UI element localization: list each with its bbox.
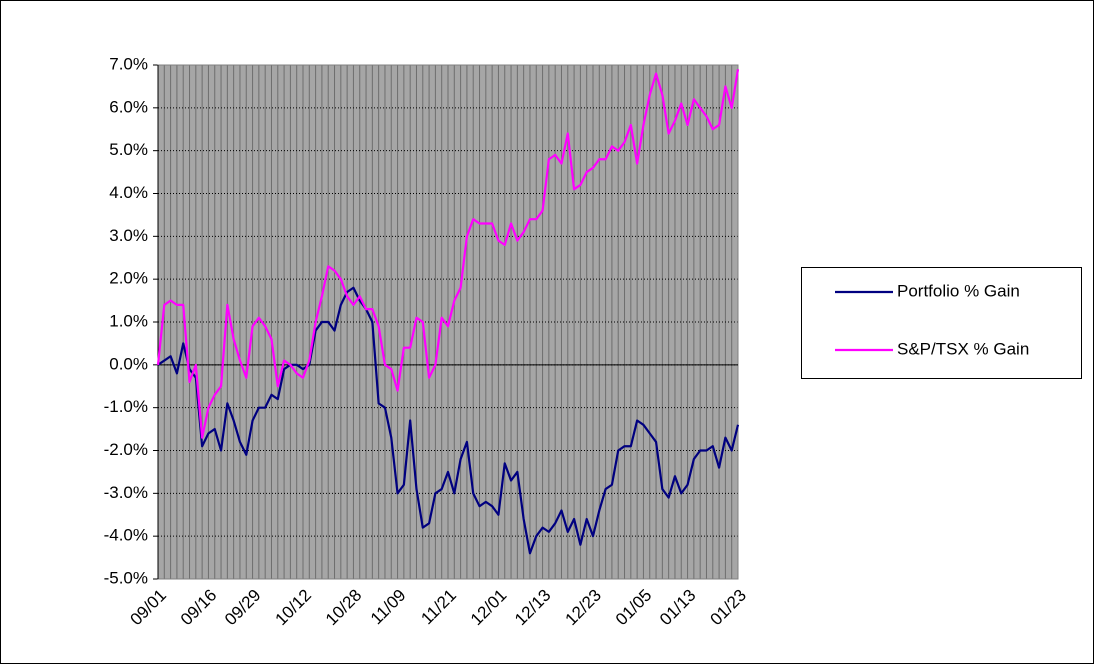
y-tick-label: 5.0% — [109, 140, 148, 159]
series-line — [156, 69, 740, 439]
y-tick-label: 1.0% — [109, 311, 148, 330]
y-tick-label: 6.0% — [109, 97, 148, 116]
y-tick-label: 7.0% — [109, 54, 148, 73]
y-tick-label: 2.0% — [109, 269, 148, 288]
y-tick-label: -3.0% — [104, 483, 148, 502]
y-tick-label: -1.0% — [104, 397, 148, 416]
legend-label: S&P/TSX % Gain — [897, 339, 1029, 358]
y-tick-label: 4.0% — [109, 183, 148, 202]
y-tick-label: 3.0% — [109, 226, 148, 245]
y-tick-label: -2.0% — [104, 440, 148, 459]
y-tick-label: -5.0% — [104, 568, 148, 587]
legend-box — [801, 267, 1082, 379]
series-line — [157, 286, 740, 555]
y-tick-label: -4.0% — [104, 526, 148, 545]
y-tick-label: 0.0% — [109, 354, 148, 373]
legend-label: Portfolio % Gain — [897, 281, 1020, 300]
